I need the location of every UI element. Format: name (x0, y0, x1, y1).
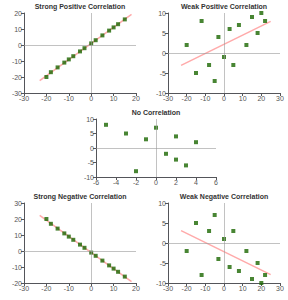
svg-text:-20: -20 (41, 285, 51, 292)
svg-text:0: 0 (18, 42, 22, 49)
svg-text:-10: -10 (12, 58, 22, 65)
svg-text:Weak Negative Correlation: Weak Negative Correlation (180, 193, 269, 201)
svg-text:10: 10 (86, 116, 94, 123)
svg-text:0: 0 (222, 95, 226, 102)
svg-text:10: 10 (158, 10, 166, 17)
svg-text:10: 10 (158, 200, 166, 207)
svg-text:30: 30 (276, 95, 284, 102)
svg-text:10: 10 (14, 232, 22, 239)
svg-text:20: 20 (14, 216, 22, 223)
svg-text:-10: -10 (64, 285, 74, 292)
svg-text:30: 30 (276, 285, 284, 292)
svg-text:20: 20 (257, 95, 265, 102)
svg-text:-30: -30 (163, 285, 173, 292)
svg-text:5: 5 (162, 220, 166, 227)
svg-text:20: 20 (14, 10, 22, 17)
svg-text:-30: -30 (19, 285, 29, 292)
svg-text:20: 20 (132, 95, 140, 102)
svg-text:-2: -2 (133, 179, 139, 186)
svg-text:0: 0 (154, 179, 158, 186)
svg-text:0: 0 (162, 50, 166, 57)
svg-text:2: 2 (174, 179, 178, 186)
svg-text:Strong Negative Correlation: Strong Negative Correlation (34, 193, 127, 201)
svg-text:0: 0 (89, 285, 93, 292)
svg-text:-10: -10 (64, 95, 74, 102)
svg-text:-10: -10 (155, 89, 166, 97)
svg-text:20: 20 (132, 285, 140, 292)
svg-text:-30: -30 (163, 95, 173, 102)
svg-text:5: 5 (90, 130, 94, 137)
svg-text:0: 0 (18, 248, 22, 255)
svg-text:-20: -20 (182, 285, 192, 292)
svg-text:-5: -5 (160, 70, 166, 77)
svg-text:10: 10 (110, 95, 118, 102)
svg-text:5: 5 (162, 30, 166, 37)
svg-text:10: 10 (239, 95, 247, 102)
svg-text:-20: -20 (12, 74, 22, 81)
svg-text:0: 0 (222, 285, 226, 292)
svg-text:-20: -20 (182, 95, 192, 102)
svg-text:-5: -5 (160, 260, 166, 267)
svg-text:-10: -10 (155, 279, 166, 287)
svg-text:-4: -4 (113, 179, 119, 186)
svg-text:10: 10 (239, 285, 247, 292)
svg-text:-6: -6 (93, 179, 99, 186)
svg-text:-20: -20 (41, 95, 51, 102)
svg-text:6: 6 (214, 179, 218, 186)
svg-text:-5: -5 (88, 159, 94, 166)
svg-text:Weak Positive Correlation: Weak Positive Correlation (181, 3, 267, 10)
svg-text:30: 30 (14, 200, 22, 207)
svg-text:-10: -10 (200, 285, 210, 292)
svg-text:-20: -20 (11, 279, 22, 287)
svg-text:0: 0 (89, 95, 93, 102)
svg-text:10: 10 (110, 285, 118, 292)
svg-text:-30: -30 (19, 95, 29, 102)
svg-text:0: 0 (90, 145, 94, 152)
svg-text:-10: -10 (200, 95, 210, 102)
svg-text:4: 4 (194, 179, 198, 186)
svg-text:10: 10 (14, 26, 22, 33)
svg-text:20: 20 (257, 285, 265, 292)
svg-text:-10: -10 (83, 173, 94, 181)
svg-text:-30: -30 (11, 89, 22, 97)
svg-text:0: 0 (162, 240, 166, 247)
svg-text:Strong Positive Correlation: Strong Positive Correlation (35, 3, 126, 11)
svg-text:No Correlation: No Correlation (132, 109, 181, 116)
svg-text:-10: -10 (12, 264, 22, 271)
